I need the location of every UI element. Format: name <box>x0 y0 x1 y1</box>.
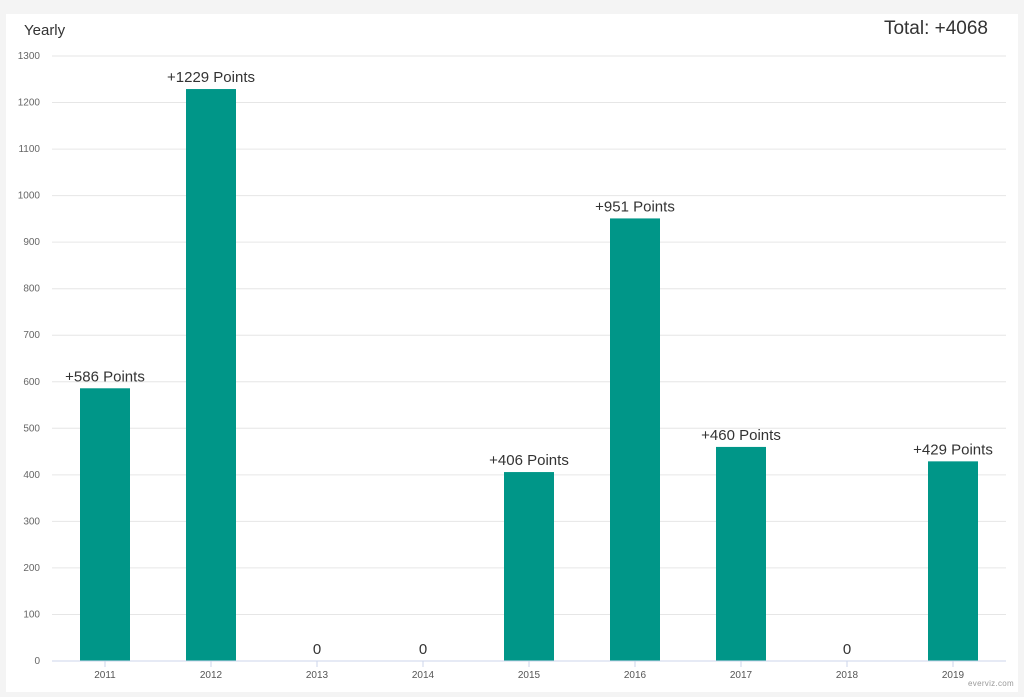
y-tick-label: 600 <box>23 377 40 388</box>
credit-text: everviz.com <box>968 679 1014 688</box>
x-tick-label: 2012 <box>200 670 223 681</box>
data-label: +1229 Points <box>167 69 255 86</box>
chart-title: Yearly <box>24 22 66 39</box>
bars <box>80 89 978 662</box>
total-label: Total: +4068 <box>883 18 988 39</box>
x-tick-label: 2017 <box>730 670 753 681</box>
y-tick-label: 1000 <box>18 191 41 202</box>
data-label: 0 <box>843 641 851 658</box>
y-tick-label: 500 <box>23 423 40 434</box>
x-tick-label: 2019 <box>942 670 965 681</box>
y-tick-label: 900 <box>23 237 40 248</box>
bar <box>80 388 130 661</box>
bar <box>928 461 978 661</box>
y-tick-label: 1200 <box>18 98 41 109</box>
data-label: +586 Points <box>65 368 145 385</box>
y-tick-label: 700 <box>23 330 40 341</box>
x-tick-label: 2011 <box>94 670 116 681</box>
y-tick-label: 100 <box>23 609 40 620</box>
x-tick-label: 2016 <box>624 670 647 681</box>
data-label: 0 <box>313 641 321 658</box>
x-tick-label: 2014 <box>412 670 435 681</box>
data-label: 0 <box>419 641 427 658</box>
y-tick-label: 0 <box>34 656 40 667</box>
y-axis: 0 100 200 300 400 500 600 700 800 900 1000 1100 1200… <box>18 51 41 667</box>
bar <box>186 89 236 662</box>
bar <box>610 218 660 661</box>
x-tick-label: 2015 <box>518 670 541 681</box>
chart-card: Yearly Total: +4068 +586 Points +1229 Poi… <box>6 14 1018 692</box>
data-label: +406 Points <box>489 452 569 469</box>
bar <box>504 472 554 661</box>
y-tick-label: 300 <box>23 516 40 527</box>
data-label: +429 Points <box>913 441 993 458</box>
data-label: +460 Points <box>701 427 781 444</box>
bar <box>716 446 766 661</box>
x-tick-label: 2018 <box>836 670 859 681</box>
data-labels: +586 Points +1229 Points 0 0 +406 Points +951… <box>65 69 993 658</box>
y-tick-label: 200 <box>23 563 40 574</box>
y-tick-label: 1100 <box>18 144 40 155</box>
y-tick-label: 800 <box>23 284 40 295</box>
bar-chart: +586 Points +1229 Points 0 0 +406 Points +951… <box>18 51 1006 681</box>
y-tick-label: 1300 <box>18 51 41 62</box>
x-axis: 2011 2012 2013 2014 2015 2016 2017 2018 2019 <box>52 660 1006 681</box>
x-tick-label: 2013 <box>306 670 329 681</box>
y-tick-label: 400 <box>23 470 40 481</box>
data-label: +951 Points <box>595 198 675 215</box>
